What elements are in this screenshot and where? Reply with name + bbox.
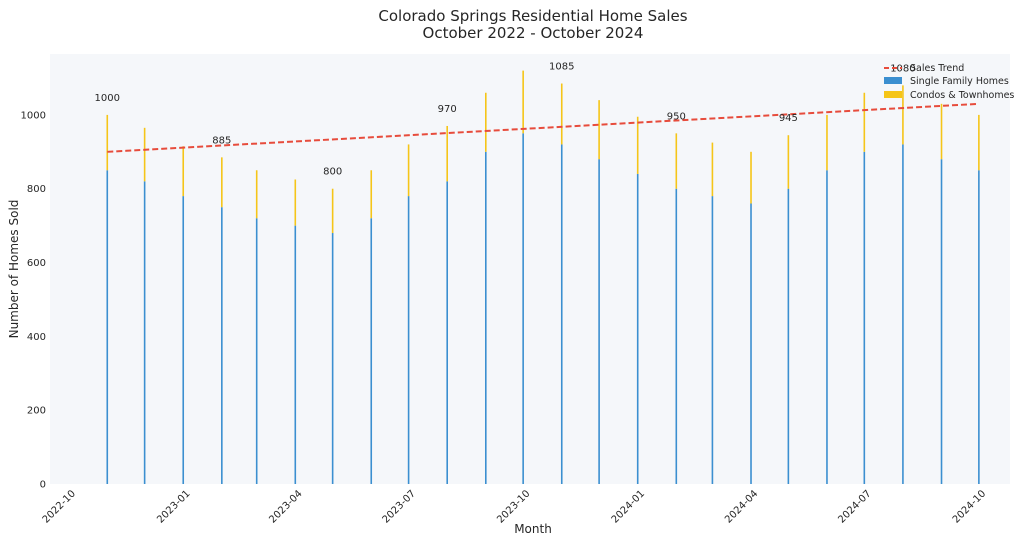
legend-label-single-family: Single Family Homes — [910, 76, 1009, 87]
bar-single-family — [484, 151, 487, 484]
bar-condos-townhomes — [182, 146, 185, 197]
bar-single-family — [143, 181, 146, 484]
bar-single-family — [370, 218, 373, 484]
legend-label-condos: Condos & Townhomes — [910, 90, 1014, 101]
bar-single-family — [940, 159, 943, 485]
bar-condos-townhomes — [787, 135, 790, 189]
annotation-label: 1085 — [549, 62, 574, 73]
bar-condos-townhomes — [636, 116, 639, 174]
bar-condos-townhomes — [221, 157, 223, 208]
bar-single-family — [826, 170, 828, 484]
y-tick-label: 400 — [27, 332, 46, 343]
bar-condos-townhomes — [484, 92, 487, 152]
bar-condos-townhomes — [940, 103, 943, 160]
x-tick-label: 2023-01 — [155, 488, 192, 525]
annotations-group: 1000 885 800 970 1085 950 945 1080 — [95, 62, 916, 178]
bars-group — [106, 70, 980, 485]
bar-condos-townhomes — [750, 151, 752, 204]
bar-single-family — [221, 207, 223, 484]
x-axis-label: Month — [514, 522, 552, 536]
annotation-label: 1000 — [95, 93, 120, 104]
bar-single-family — [711, 196, 714, 484]
y-tick-label: 0 — [40, 480, 46, 491]
x-ticks: 2022-10 2023-01 2023-04 2023-07 2023-10 2024-… — [41, 488, 989, 525]
bar-single-family — [636, 173, 639, 484]
bar-single-family — [446, 181, 448, 484]
bar-condos-townhomes — [331, 188, 334, 234]
legend-swatch-single-family — [884, 77, 902, 84]
bar-single-family — [522, 133, 524, 485]
annotation-label: 945 — [779, 113, 798, 124]
bar-single-family — [598, 159, 600, 485]
x-tick-label: 2023-07 — [381, 488, 418, 525]
legend-label-trend: Sales Trend — [910, 63, 964, 74]
bar-single-family — [106, 170, 109, 484]
legend-swatch-condos — [884, 91, 902, 98]
bar-single-family — [182, 196, 185, 484]
x-tick-label: 2024-07 — [836, 488, 873, 525]
x-tick-label: 2023-10 — [495, 488, 532, 525]
y-tick-label: 200 — [27, 406, 46, 417]
bar-condos-townhomes — [863, 92, 866, 152]
x-tick-label: 2024-01 — [610, 488, 647, 525]
annotation-label: 970 — [438, 104, 457, 115]
y-tick-label: 600 — [27, 258, 46, 269]
bar-condos-townhomes — [902, 85, 904, 145]
bar-single-family — [331, 233, 334, 484]
y-tick-label: 1000 — [21, 110, 46, 121]
bar-single-family — [750, 203, 752, 484]
y-axis-label: Number of Homes Sold — [7, 200, 21, 339]
bar-single-family — [255, 218, 258, 484]
bar-condos-townhomes — [294, 179, 297, 226]
bar-condos-townhomes — [143, 127, 146, 182]
bar-single-family — [294, 225, 297, 484]
bar-single-family — [978, 170, 980, 484]
trend-line — [107, 102, 979, 153]
trend-group — [107, 102, 979, 153]
bar-single-family — [560, 144, 563, 484]
bar-condos-townhomes — [711, 142, 714, 197]
bar-condos-townhomes — [560, 83, 563, 145]
y-tick-label: 800 — [27, 184, 46, 195]
chart-title: Colorado Springs Residential Home Sales — [378, 7, 687, 25]
bar-single-family — [902, 144, 904, 484]
bar-single-family — [863, 151, 866, 484]
bar-condos-townhomes — [370, 170, 373, 219]
bar-single-family — [787, 188, 790, 485]
x-tick-label: 2022-10 — [41, 488, 78, 525]
legend: Sales Trend Single Family Homes Condos &… — [884, 63, 1014, 101]
bar-condos-townhomes — [106, 114, 109, 171]
bar-condos-townhomes — [598, 100, 600, 160]
bar-condos-townhomes — [522, 70, 524, 134]
bar-condos-townhomes — [446, 125, 448, 182]
annotation-label: 800 — [323, 167, 342, 178]
bar-condos-townhomes — [407, 144, 410, 197]
annotation-label: 885 — [212, 135, 231, 146]
bar-condos-townhomes — [826, 114, 828, 171]
bar-single-family — [407, 196, 410, 484]
bar-condos-townhomes — [675, 133, 678, 189]
chart-subtitle: October 2022 - October 2024 — [423, 24, 644, 42]
bar-condos-townhomes — [978, 114, 980, 171]
y-ticks: 0 200 400 600 800 1000 — [21, 110, 46, 490]
x-tick-label: 2023-04 — [267, 488, 304, 525]
annotation-label: 950 — [667, 111, 686, 122]
bar-condos-townhomes — [255, 170, 258, 219]
bar-single-family — [675, 188, 678, 485]
annotation-label: 1080 — [890, 63, 915, 74]
x-tick-label: 2024-10 — [951, 488, 988, 525]
x-tick-label: 2024-04 — [723, 488, 760, 525]
plot-area — [50, 54, 1010, 484]
